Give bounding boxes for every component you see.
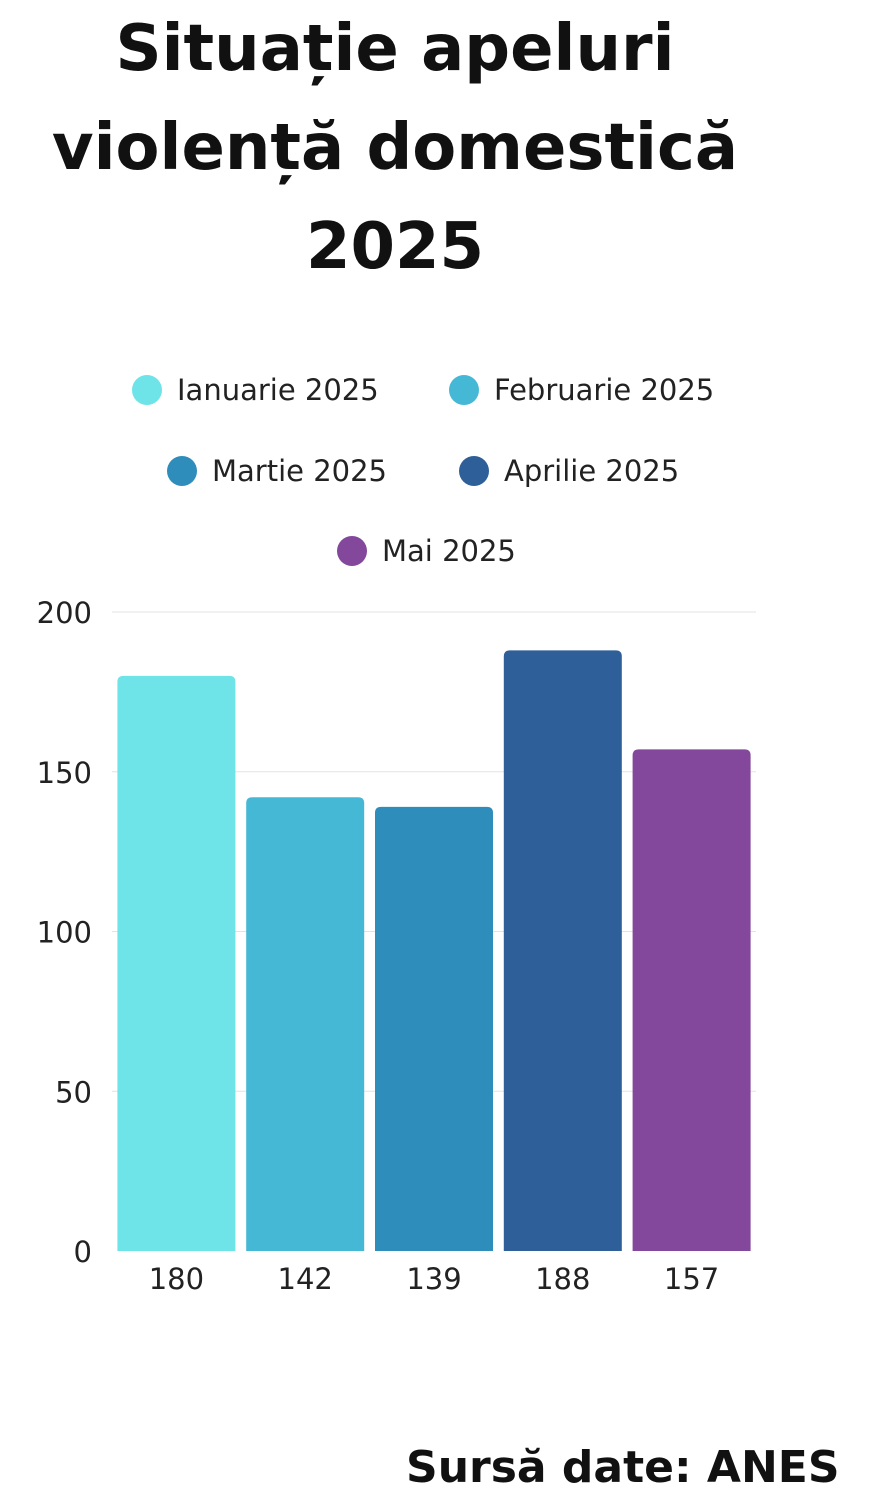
bar-mai-2025 — [632, 749, 751, 1251]
bar-ianuarie-2025 — [117, 675, 236, 1251]
y-tick-label: 100 — [37, 916, 92, 950]
chart-legend: Ianuarie 2025 Februarie 2025 Martie 2025… — [0, 0, 882, 600]
legend-label: Februarie 2025 — [494, 373, 715, 407]
legend-item-februarie: Februarie 2025 — [449, 373, 714, 407]
legend-item-martie: Martie 2025 — [167, 454, 387, 488]
bar-value-label: 139 — [406, 1262, 461, 1296]
legend-label: Martie 2025 — [212, 454, 388, 488]
bar-value-label: 188 — [535, 1262, 590, 1296]
y-tick-label: 50 — [55, 1075, 92, 1109]
legend-swatch — [449, 375, 479, 405]
bar-value-label: 180 — [149, 1262, 204, 1296]
legend-label: Mai 2025 — [382, 534, 516, 568]
title-line-3: 2025 — [305, 210, 485, 284]
bar-value-label: 157 — [664, 1262, 719, 1296]
y-tick-label: 200 — [37, 596, 92, 630]
legend-swatch — [132, 375, 162, 405]
legend-item-mai: Mai 2025 — [337, 534, 516, 568]
chart-title: Situație apeluri violență domestică 2025 — [0, 0, 790, 297]
bar-martie-2025 — [375, 806, 493, 1251]
legend-label: Ianuarie 2025 — [177, 373, 379, 407]
legend-swatch — [167, 456, 197, 486]
legend-swatch — [459, 456, 489, 486]
y-tick-label: 0 — [74, 1235, 92, 1269]
legend-label: Aprilie 2025 — [504, 454, 680, 488]
legend-item-aprilie: Aprilie 2025 — [459, 454, 679, 488]
bar-chart: 0 50 100 150 200 180 142 139 188 157 — [37, 596, 756, 1296]
title-line-1: Situație apeluri — [115, 12, 675, 86]
bar-aprilie-2025 — [503, 650, 622, 1251]
bar-februarie-2025 — [246, 797, 365, 1251]
y-tick-label: 150 — [37, 756, 92, 790]
bar-value-label: 142 — [278, 1262, 333, 1296]
legend-swatch — [337, 536, 367, 566]
title-line-2: violență domestică — [51, 111, 739, 185]
legend-item-ianuarie: Ianuarie 2025 — [132, 373, 379, 407]
data-source-note: Sursă date: ANES — [406, 1442, 840, 1493]
